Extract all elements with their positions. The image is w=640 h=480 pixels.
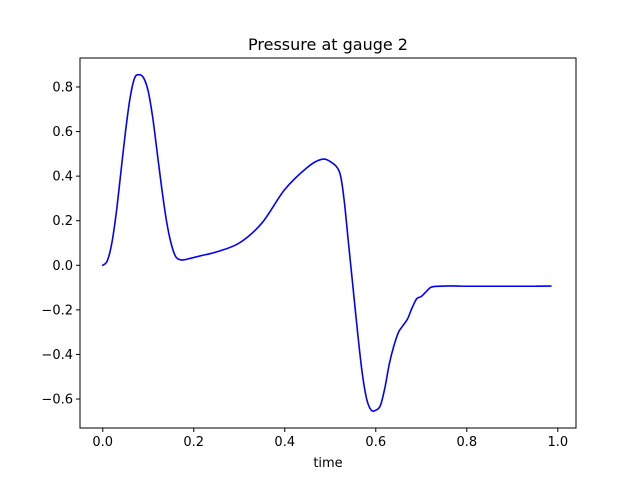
x-axis-label: time bbox=[313, 456, 342, 471]
x-axis: 0.0 0.2 0.4 0.6 0.8 1.0 bbox=[92, 428, 568, 450]
x-tick-label: 0.6 bbox=[365, 435, 386, 450]
y-tick-label: 0.6 bbox=[52, 125, 73, 140]
x-tick-label: 0.2 bbox=[183, 435, 204, 450]
chart-title: Pressure at gauge 2 bbox=[248, 35, 408, 54]
y-tick-label: −0.4 bbox=[41, 348, 73, 363]
x-tick-label: 1.0 bbox=[547, 435, 568, 450]
y-tick-label: 0.0 bbox=[52, 259, 73, 274]
y-tick-label: −0.6 bbox=[41, 393, 73, 408]
plot-frame bbox=[79, 57, 577, 429]
y-tick-label: 0.2 bbox=[52, 214, 73, 229]
plot-area bbox=[101, 73, 552, 412]
y-tick-label: 0.8 bbox=[52, 80, 73, 95]
x-tick-label: 0.8 bbox=[456, 435, 477, 450]
y-tick-label: 0.4 bbox=[52, 170, 73, 185]
y-axis: −0.6 −0.4 −0.2 0.0 0.2 0.4 0.6 0.8 bbox=[41, 80, 80, 408]
series-line bbox=[101, 73, 552, 412]
x-tick-label: 0.0 bbox=[92, 435, 113, 450]
x-tick-label: 0.4 bbox=[274, 435, 295, 450]
y-tick-label: −0.2 bbox=[41, 303, 73, 318]
